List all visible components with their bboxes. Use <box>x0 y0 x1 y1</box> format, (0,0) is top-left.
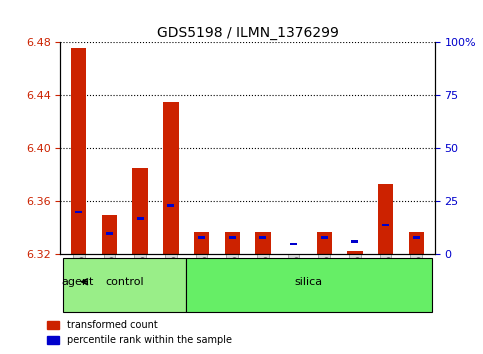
Bar <box>163 102 179 255</box>
Title: GDS5198 / ILMN_1376299: GDS5198 / ILMN_1376299 <box>156 26 339 40</box>
Bar <box>321 236 327 239</box>
Text: GSM665792: GSM665792 <box>381 256 390 311</box>
Text: control: control <box>105 277 144 287</box>
Bar <box>198 236 205 239</box>
Bar <box>259 236 266 239</box>
Text: GSM665775: GSM665775 <box>320 256 329 311</box>
Text: GSM665771: GSM665771 <box>105 256 114 311</box>
Bar <box>409 232 424 255</box>
Bar <box>382 223 389 226</box>
Bar <box>106 232 113 235</box>
Bar <box>347 251 363 255</box>
Text: silica: silica <box>295 277 323 287</box>
Text: GSM665754: GSM665754 <box>227 256 237 311</box>
Text: GSM665769: GSM665769 <box>258 256 268 311</box>
Bar <box>194 232 209 255</box>
Bar <box>168 205 174 207</box>
Bar <box>316 232 332 255</box>
Bar <box>71 48 86 255</box>
Text: GSM665788: GSM665788 <box>166 256 175 311</box>
Text: GSM665770: GSM665770 <box>289 256 298 311</box>
Bar <box>290 242 297 245</box>
Text: GSM665761: GSM665761 <box>74 256 83 311</box>
FancyBboxPatch shape <box>186 257 432 312</box>
Bar <box>229 236 236 239</box>
Text: GSM665785: GSM665785 <box>351 256 359 311</box>
Text: agent: agent <box>61 277 93 287</box>
Bar <box>378 184 393 255</box>
Legend: transformed count, percentile rank within the sample: transformed count, percentile rank withi… <box>43 316 236 349</box>
Bar <box>132 169 148 255</box>
Bar <box>413 236 420 239</box>
Text: GSM665793: GSM665793 <box>412 256 421 311</box>
Bar <box>225 232 240 255</box>
Bar <box>102 215 117 255</box>
Bar <box>137 217 143 220</box>
Text: GSM665774: GSM665774 <box>136 256 144 311</box>
FancyBboxPatch shape <box>63 257 186 312</box>
Bar <box>286 255 301 256</box>
Text: GSM665750: GSM665750 <box>197 256 206 311</box>
Bar <box>352 240 358 243</box>
Bar <box>75 211 82 213</box>
Bar <box>255 232 270 255</box>
